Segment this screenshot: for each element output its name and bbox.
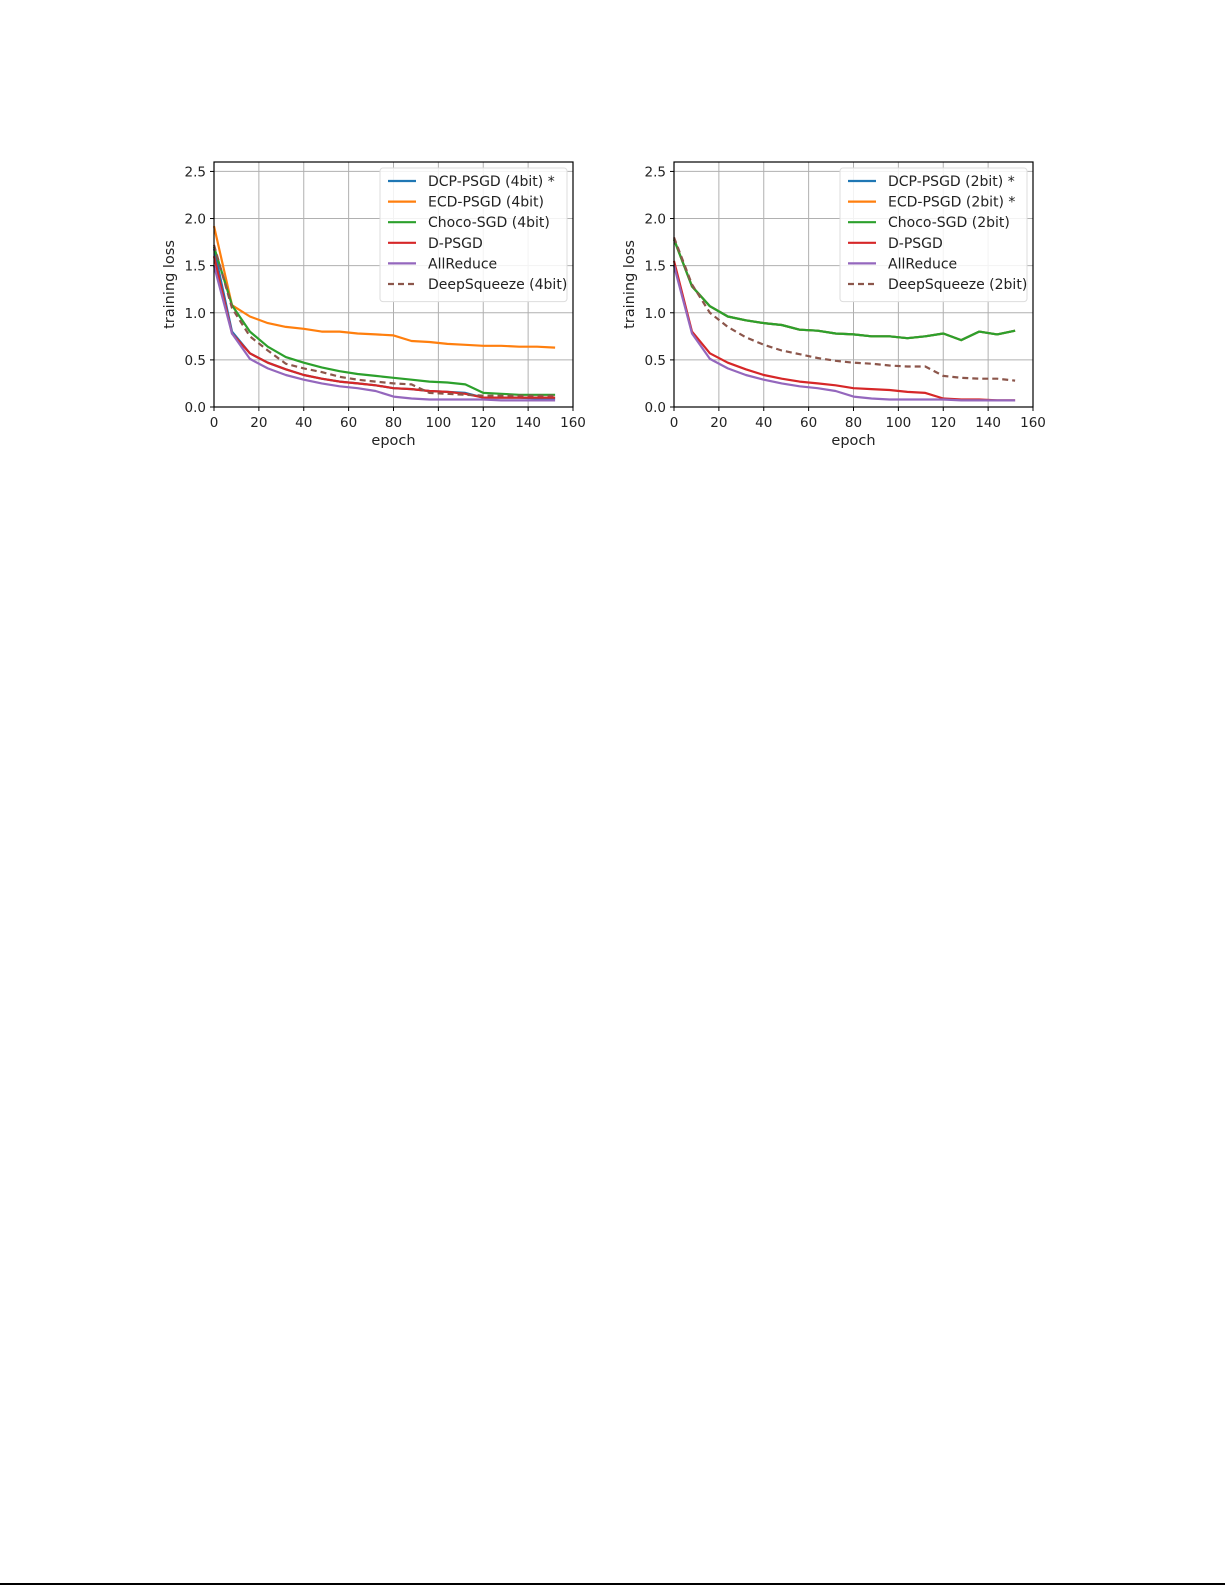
- legend-label: DeepSqueeze (2bit): [888, 277, 1027, 293]
- y-tick-label: 0.0: [645, 400, 666, 416]
- series-line-1: [212, 225, 556, 349]
- y-tick-label: 1.5: [185, 259, 206, 275]
- x-tick-label: 40: [295, 415, 312, 431]
- training-loss-chart-2bit: 0 20 40 60 80 100 120 140 160 0.0 0.5 1.0 1.5 2.0 2.5…: [622, 161, 1046, 449]
- x-tick-label: 60: [340, 415, 357, 431]
- y-tick-label: 0.5: [645, 353, 666, 369]
- legend-label: AllReduce: [888, 256, 957, 272]
- chart-series: [672, 237, 1016, 402]
- y-tick-label: 2.5: [185, 164, 206, 180]
- legend-label: ECD-PSGD (4bit): [428, 195, 544, 211]
- y-tick-label: 1.0: [645, 306, 666, 322]
- x-tick-label: 160: [1020, 415, 1046, 431]
- x-axis-label: epoch: [831, 433, 875, 449]
- legend-box: [379, 167, 568, 303]
- legend-label: ECD-PSGD (2bit) *: [888, 195, 1015, 211]
- y-ticks: 0.0 0.5 1.0 1.5 2.0 2.5: [185, 164, 214, 416]
- y-tick-label: 2.0: [185, 212, 206, 228]
- y-ticks: 0.0 0.5 1.0 1.5 2.0 2.5: [645, 164, 674, 416]
- y-tick-label: 0.0: [185, 400, 206, 416]
- training-loss-chart-4bit: 0 20 40 60 80 100 120 140 160 0.0 0.5 1.0 1.5 2.0 2.5…: [162, 161, 586, 449]
- y-axis-label: training loss: [622, 240, 638, 329]
- series-line-5: [672, 237, 1016, 382]
- y-tick-label: 2.0: [645, 212, 666, 228]
- series-line-4: [672, 265, 1016, 402]
- x-tick-label: 80: [845, 415, 862, 431]
- series-line-2: [212, 246, 556, 396]
- x-ticks: 0 20 40 60 80 100 120 140 160: [210, 407, 586, 431]
- x-tick-label: 0: [210, 415, 219, 431]
- x-tick-label: 160: [560, 415, 586, 431]
- series-line-3: [212, 255, 556, 399]
- x-tick-label: 20: [250, 415, 267, 431]
- y-tick-label: 1.5: [645, 259, 666, 275]
- legend-label: Choco-SGD (2bit): [888, 215, 1010, 231]
- legend-label: DeepSqueeze (4bit): [428, 277, 567, 293]
- y-axis-label: training loss: [162, 240, 178, 329]
- legend: DCP-PSGD (4bit) * ECD-PSGD (4bit) Choco-SG…: [379, 167, 568, 303]
- legend-label: AllReduce: [428, 256, 497, 272]
- series-line-2: [672, 238, 1016, 342]
- legend-label: DCP-PSGD (2bit) *: [888, 174, 1015, 190]
- y-tick-label: 0.5: [185, 353, 206, 369]
- y-tick-label: 2.5: [645, 164, 666, 180]
- page-bottom-rule: [0, 1583, 1225, 1585]
- series-line-4: [212, 265, 556, 402]
- legend: DCP-PSGD (2bit) * ECD-PSGD (2bit) * Choco-…: [839, 167, 1028, 303]
- x-tick-label: 120: [470, 415, 496, 431]
- x-tick-label: 120: [930, 415, 956, 431]
- legend-label: DCP-PSGD (4bit) *: [428, 174, 555, 190]
- legend-label: Choco-SGD (4bit): [428, 215, 550, 231]
- legend-box: [839, 167, 1028, 303]
- x-axis-label: epoch: [371, 433, 415, 449]
- x-tick-label: 40: [755, 415, 772, 431]
- legend-label: D-PSGD: [888, 236, 943, 252]
- x-tick-label: 20: [710, 415, 727, 431]
- series-line-5: [212, 244, 556, 397]
- x-tick-label: 140: [515, 415, 541, 431]
- x-tick-label: 100: [885, 415, 911, 431]
- y-tick-label: 1.0: [185, 306, 206, 322]
- legend-label: D-PSGD: [428, 236, 483, 252]
- x-tick-label: 100: [425, 415, 451, 431]
- x-tick-label: 140: [975, 415, 1001, 431]
- x-ticks: 0 20 40 60 80 100 120 140 160: [670, 407, 1046, 431]
- x-tick-label: 80: [385, 415, 402, 431]
- chart-series: [212, 225, 556, 402]
- x-tick-label: 60: [800, 415, 817, 431]
- x-tick-label: 0: [670, 415, 679, 431]
